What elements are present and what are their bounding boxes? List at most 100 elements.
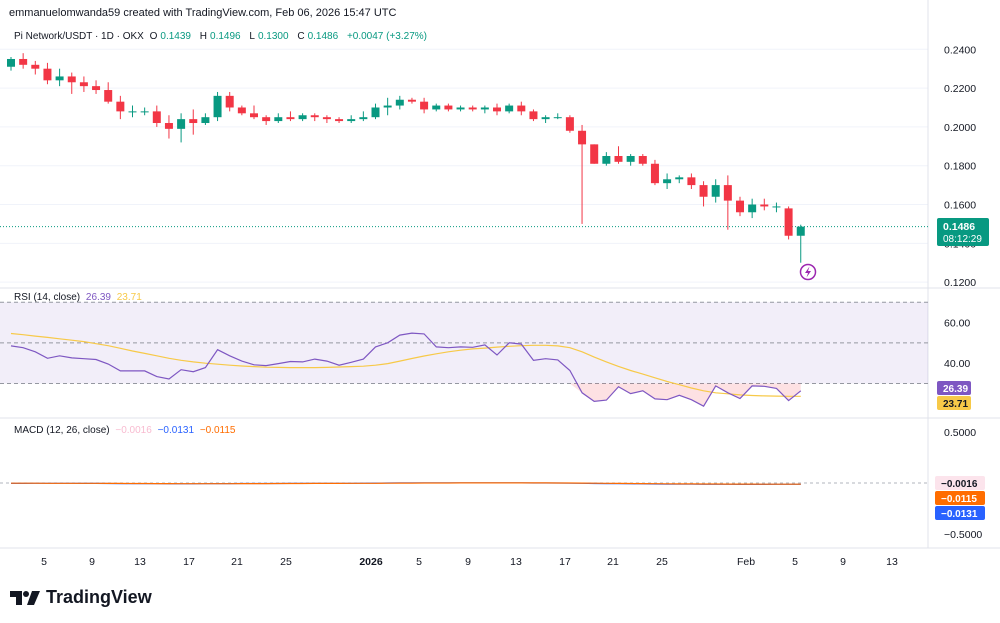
close-value: C 0.1486: [297, 31, 339, 42]
time-tick-label: 9: [465, 556, 471, 568]
candle-body: [335, 119, 344, 122]
candle-body: [322, 117, 331, 120]
candle-body: [626, 156, 635, 162]
bolt-icon[interactable]: [799, 263, 817, 281]
candle-body: [262, 117, 271, 122]
candle-body: [43, 68, 52, 81]
macd-hist-value: −0.0016: [115, 425, 152, 436]
candle-body: [699, 185, 708, 197]
candle-body: [55, 76, 64, 81]
price-tick-label: 0.1800: [944, 161, 976, 173]
candle-body: [480, 107, 489, 110]
macd-tick-label: −0.5000: [944, 529, 982, 541]
time-tick-label: 17: [559, 556, 571, 568]
rsi-ma-line: [10, 332, 801, 397]
tradingview-logo-text: TradingView: [46, 587, 152, 607]
time-tick-label: 13: [134, 556, 146, 568]
candle-body: [432, 105, 441, 110]
candle-body: [638, 156, 647, 164]
candle-body: [723, 185, 732, 201]
rsi-badges: 26.39 23.71: [937, 381, 971, 410]
price-badge-countdown: 08:12:29: [943, 234, 982, 245]
time-tick-label: 9: [840, 556, 846, 568]
time-tick-label: 13: [510, 556, 522, 568]
time-tick-label: Feb: [737, 556, 755, 568]
candle-body: [177, 119, 186, 129]
candle-body: [189, 119, 198, 124]
candle-body: [748, 204, 757, 213]
macd-label[interactable]: MACD (12, 26, close): [14, 425, 110, 436]
time-axis[interactable]: 5 9 13 17 21 25 2026 5 9 13 17 21 25 Feb 5 9 13: [41, 556, 898, 568]
price-legend: Pi Network/USDT · 1D · OKX O 0.1439 H 0.14…: [14, 31, 430, 42]
candle-body: [784, 208, 793, 236]
macd-signal-value: −0.0115: [199, 425, 236, 436]
candle-body: [505, 105, 514, 112]
price-axis[interactable]: 0.12000.14000.16000.18000.20000.22000.24…: [944, 44, 982, 541]
candle-body: [456, 107, 465, 110]
macd-tick-label: 0.5000: [944, 427, 976, 439]
macd-pane: [0, 482, 928, 485]
rsi-legend: RSI (14, close) 26.39 23.71: [14, 292, 145, 303]
time-tick-label: 5: [416, 556, 422, 568]
macd-hist-badge: −0.0016: [941, 479, 978, 490]
candle-body: [225, 95, 234, 108]
candle-body: [371, 107, 380, 118]
symbol-label[interactable]: Pi Network/USDT · 1D · OKX: [14, 31, 144, 42]
candle-body: [31, 64, 40, 69]
candle-body: [104, 90, 113, 102]
candle-body: [274, 117, 283, 122]
price-badge: 0.1486 08:12:29: [937, 218, 989, 246]
rsi-ma-value: 23.71: [116, 292, 142, 303]
tradingview-logo-icon: [10, 590, 40, 605]
change-value: +0.0047 (+3.27%): [346, 31, 427, 42]
price-tick-label: 0.2000: [944, 122, 976, 134]
candle-body: [286, 117, 295, 120]
open-value: O 0.1439: [149, 31, 191, 42]
candle-body: [383, 105, 392, 108]
macd-line-value: −0.0131: [157, 425, 195, 436]
price-tick-label: 0.2200: [944, 83, 976, 95]
macd-legend: MACD (12, 26, close) −0.0016 −0.0131 −0.…: [14, 425, 239, 436]
price-tick-label: 0.1600: [944, 200, 976, 212]
candle-body: [152, 111, 161, 124]
candle-body: [675, 177, 684, 180]
candle-body: [578, 130, 587, 145]
time-tick-label: 5: [792, 556, 798, 568]
price-tick-label: 0.1200: [944, 277, 976, 289]
candle-body: [529, 111, 538, 120]
candle-body: [493, 107, 501, 112]
candle-body: [541, 117, 550, 120]
rsi-label[interactable]: RSI (14, close): [14, 292, 81, 303]
rsi-oversold-fill: [11, 383, 801, 407]
candle-body: [201, 117, 210, 124]
candle-body: [359, 117, 368, 120]
candle-body: [650, 163, 659, 184]
candle-body: [444, 105, 453, 110]
grid: [0, 48, 928, 283]
candle-body: [140, 111, 149, 113]
candle-body: [79, 82, 88, 87]
rsi-tick-label: 60.00: [944, 318, 970, 330]
time-tick-label: 2026: [359, 556, 383, 568]
candle-body: [796, 226, 805, 236]
candle-body: [213, 95, 222, 118]
pane-separators[interactable]: [0, 0, 1000, 549]
attribution-header: emmanuelomwanda59 created with TradingVi…: [9, 7, 397, 19]
macd-signal-badge: −0.0115: [941, 494, 977, 505]
time-tick-label: 9: [89, 556, 95, 568]
candle-body: [517, 105, 526, 112]
rsi-pane: [10, 332, 802, 407]
candle-body: [395, 99, 404, 106]
candle-body: [736, 200, 744, 213]
rsi-line: [10, 332, 802, 407]
candle-body: [7, 58, 15, 67]
candle-body: [67, 76, 76, 83]
tradingview-logo[interactable]: TradingView: [10, 587, 152, 608]
rsi-badge-value: 26.39: [943, 384, 968, 395]
macd-badges: −0.0016 −0.0115 −0.0131: [935, 476, 985, 520]
macd-line-badge: −0.0131: [941, 509, 978, 520]
time-tick-label: 25: [656, 556, 668, 568]
candle-body: [420, 101, 429, 110]
candle-body: [164, 123, 173, 129]
